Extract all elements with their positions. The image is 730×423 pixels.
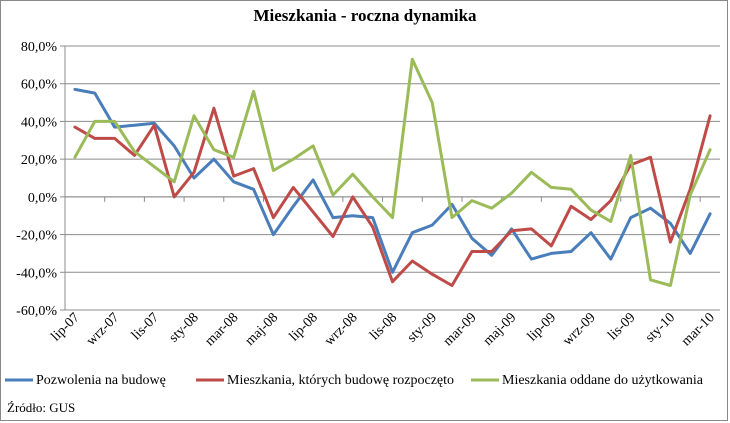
legend-label: Mieszkania, których budowę rozpoczęto	[227, 373, 454, 388]
y-tick-label: -60,0%	[16, 304, 57, 319]
x-tick-label: lip-08	[287, 310, 321, 344]
y-tick-label: -40,0%	[16, 266, 57, 281]
x-tick-label: wrz-08	[322, 310, 361, 349]
legend-label: Pozwolenia na budowę	[36, 373, 166, 388]
grid	[65, 45, 720, 311]
series-line-3	[73, 57, 712, 287]
x-tick-label: mar-08	[203, 310, 242, 349]
source-note: Źródło: GUS	[7, 400, 76, 415]
x-tick-label: sty-10	[643, 310, 678, 345]
x-tick-label: lis-07	[129, 310, 162, 343]
x-tick-label: lis-09	[605, 310, 638, 343]
x-tick-label: maj-08	[243, 310, 282, 349]
x-tick-label: mar-09	[441, 310, 480, 349]
x-tick-label: mar-10	[679, 310, 718, 349]
x-axis-ticks: lip-07 wrz-07 lis-07 sty-08 mar-08 maj-08 lip-…	[48, 196, 718, 349]
legend-label: Mieszkania oddane do użytkowania	[502, 373, 704, 388]
series	[73, 57, 712, 287]
y-tick-label: 0,0%	[28, 191, 58, 206]
x-tick-label: maj-09	[481, 310, 520, 349]
y-tick-label: 80,0%	[21, 40, 58, 55]
y-tick-label: -20,0%	[16, 229, 57, 244]
x-tick-label: lis-08	[367, 310, 400, 343]
x-tick-label: wrz-09	[560, 310, 599, 349]
chart-title: Mieszkania - roczna dynamika	[253, 6, 477, 25]
y-axis-ticks: -60,0% -40,0% -20,0% 0,0% 20,0% 40,0% 60,0% 80,…	[16, 40, 65, 319]
y-tick-label: 60,0%	[21, 78, 58, 93]
series-line-2	[73, 106, 712, 287]
y-tick-label: 20,0%	[21, 153, 58, 168]
x-tick-label: wrz-07	[84, 310, 123, 349]
x-tick-label: sty-09	[405, 310, 440, 345]
y-tick-label: 40,0%	[21, 115, 58, 130]
x-tick-label: lip-09	[525, 310, 559, 344]
x-tick-label: sty-08	[166, 310, 201, 345]
legend: Pozwolenia na budowę Mieszkania, których …	[5, 373, 704, 388]
